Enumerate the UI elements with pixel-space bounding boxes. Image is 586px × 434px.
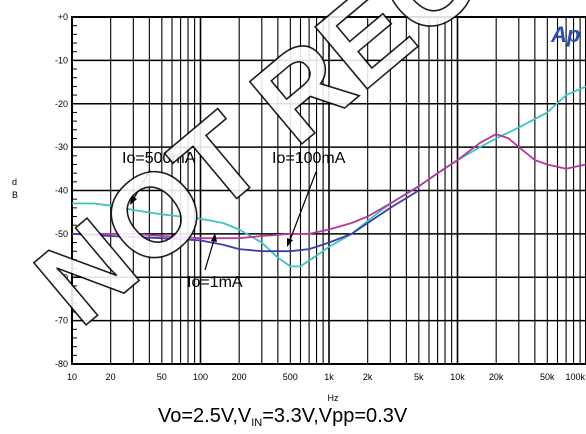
plot-frame bbox=[71, 16, 586, 365]
grid bbox=[71, 16, 586, 365]
chart-caption: Vo=2.5V,VIN=3.3V,Vpp=0.3V bbox=[158, 405, 408, 429]
annotation-label-100ma: Io=100mA bbox=[272, 150, 346, 167]
annotation-500mA: Io=500mA bbox=[122, 150, 196, 205]
y-tick-label: -10 bbox=[55, 55, 68, 65]
annotation-label-500ma: Io=500mA bbox=[122, 150, 196, 167]
y-tick-label: -40 bbox=[55, 186, 68, 196]
annotation-arrowhead-100ma bbox=[287, 238, 293, 247]
annotation-arrow-100ma bbox=[289, 171, 317, 241]
annotation-arrow-500ma bbox=[132, 169, 151, 201]
x-tick-label: 50k bbox=[540, 372, 555, 382]
annotation-arrowhead-500ma bbox=[130, 196, 137, 205]
x-tick-label: 500 bbox=[283, 372, 298, 382]
brand-logo: Ap bbox=[550, 22, 580, 47]
y-tick-label: -70 bbox=[55, 316, 68, 326]
annotation-1mA: Io=1mA bbox=[187, 233, 243, 291]
y-tick-label: +0 bbox=[58, 12, 68, 22]
x-axis-ticks: 10 20 50 100 200 500 1k 2k 5k 10k 20k 50k 100k bbox=[67, 372, 585, 382]
y-tick-label: -60 bbox=[55, 272, 68, 282]
x-tick-label: 1k bbox=[324, 372, 334, 382]
x-tick-label: 200 bbox=[232, 372, 247, 382]
annotation-100mA: Io=100mA bbox=[272, 150, 346, 247]
x-tick-label: 100k bbox=[565, 372, 585, 382]
series-line-1 bbox=[72, 85, 586, 268]
x-tick-label: 20k bbox=[489, 372, 504, 382]
series-lines bbox=[71, 85, 586, 268]
annotation-arrowhead-1ma bbox=[211, 233, 217, 242]
series-line-3 bbox=[71, 189, 420, 253]
y-axis-label-line-1: d bbox=[12, 177, 17, 187]
x-tick-label: 50 bbox=[157, 372, 167, 382]
annotation-label-1ma: Io=1mA bbox=[187, 274, 243, 291]
y-tick-label: -80 bbox=[55, 359, 68, 369]
x-tick-label: 20 bbox=[106, 372, 116, 382]
y-tick-label: -30 bbox=[55, 142, 68, 152]
annotation-arrow-1ma bbox=[204, 239, 215, 271]
x-tick-label: 2k bbox=[363, 372, 373, 382]
x-tick-label: 100 bbox=[193, 372, 208, 382]
y-tick-label: -50 bbox=[55, 229, 68, 239]
x-tick-label: 10k bbox=[450, 372, 465, 382]
watermark-text: NOT RECOMMENDED FOR NEW DESIGN bbox=[12, 0, 586, 350]
x-axis-label: Hz bbox=[328, 393, 339, 403]
y-axis-ticks: +0 -10 -20 -30 -40 -50 -60 -70 -80 bbox=[55, 12, 68, 369]
y-tick-label: -20 bbox=[55, 99, 68, 109]
x-tick-label: 10 bbox=[67, 372, 77, 382]
watermark: NOT RECOMMENDED FOR NEW DESIGN bbox=[11, 0, 586, 351]
x-tick-label: 5k bbox=[414, 372, 424, 382]
series-line-2 bbox=[72, 133, 586, 240]
y-axis-label-line-2: B bbox=[12, 190, 18, 200]
